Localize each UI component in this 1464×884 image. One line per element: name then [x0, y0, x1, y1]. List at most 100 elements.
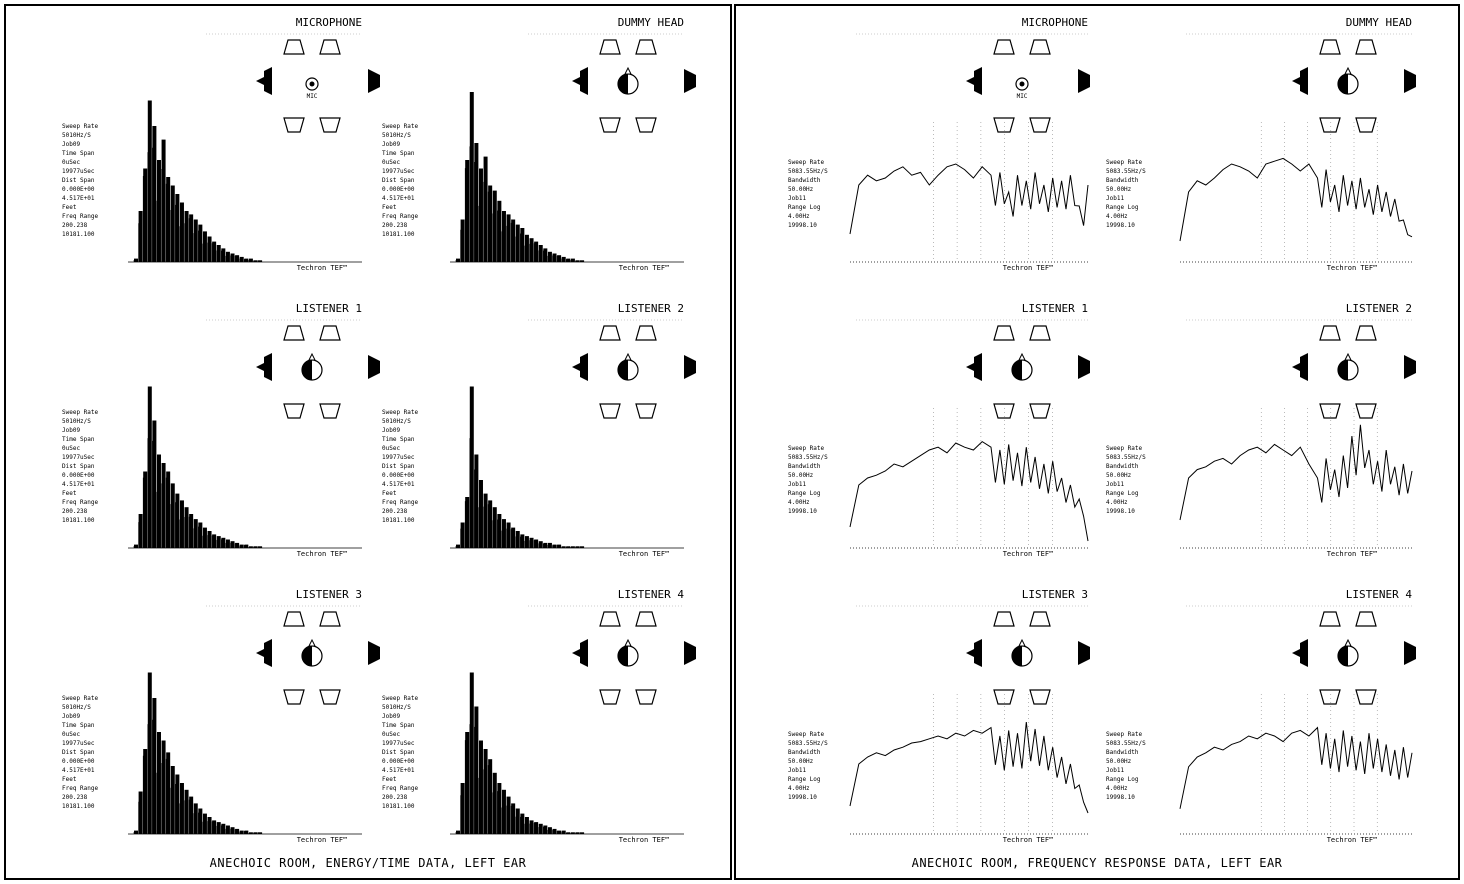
- speaker-right-icon: [684, 355, 696, 379]
- side-label: 10181.100: [62, 517, 95, 524]
- etc-bar: [221, 248, 226, 262]
- etc-bar: [179, 202, 184, 262]
- side-label: Feet: [62, 204, 77, 211]
- side-label: Time Span: [382, 722, 415, 729]
- speaker-right-icon: [1078, 641, 1090, 665]
- side-label: Feet: [382, 490, 397, 497]
- etc-bar: [501, 211, 506, 262]
- speaker-bottom-left-icon: [993, 689, 1015, 705]
- microphone-icon: [305, 77, 319, 91]
- listener-ear-icon: [1338, 74, 1348, 94]
- listener-nose-icon: [1018, 638, 1026, 647]
- speaker-top-right-icon: [1355, 39, 1377, 55]
- etc-bar: [534, 822, 539, 834]
- speaker-bottom-right-icon: [1355, 403, 1377, 419]
- fr-series-line: [1179, 726, 1413, 809]
- listener-ear-icon: [1338, 360, 1348, 380]
- etc-bar: [221, 537, 226, 548]
- etc-bar: [258, 260, 263, 262]
- etc-bar: [235, 542, 240, 548]
- position-title: LISTENER 4: [1346, 588, 1413, 601]
- position-title: LISTENER 2: [1346, 302, 1412, 315]
- side-label: 4.517E+01: [382, 767, 415, 774]
- speaker-top-right-icon: [635, 325, 657, 341]
- etc-bar: [138, 514, 143, 548]
- etc-bar: [474, 706, 479, 834]
- etc-bar: [212, 241, 217, 262]
- etc-bar: [198, 808, 203, 834]
- side-label: 4.00Hz: [1106, 213, 1128, 220]
- side-label: Time Span: [382, 436, 415, 443]
- listener-ear-icon: [1338, 646, 1348, 666]
- etc-bar: [456, 830, 460, 834]
- side-label: 10181.100: [62, 231, 95, 238]
- etc-bar: [193, 803, 198, 834]
- side-label: 5083.55Hz/S: [788, 454, 828, 461]
- side-label: Dist Span: [62, 749, 95, 756]
- etc-bar: [253, 832, 258, 834]
- fr-cell: LISTENER 3 Sweep Rate 5083.55Hz/S Bandwidth…: [788, 588, 1090, 844]
- speaker-left-icon: [572, 67, 588, 95]
- speaker-bottom-right-icon: [635, 403, 657, 419]
- etc-cell: MICROPHONE MIC Sweep Rate 5010Hz/S Job09 Time…: [62, 16, 380, 272]
- etc-bar: [469, 386, 474, 548]
- etc-bar: [538, 823, 543, 834]
- side-label: 19977uSec: [62, 740, 95, 747]
- etc-bar: [189, 796, 194, 834]
- etc-bar: [506, 796, 511, 834]
- etc-bar: [580, 832, 585, 834]
- side-label: 10181.100: [382, 517, 415, 524]
- listener-nose-icon: [1344, 638, 1352, 647]
- etc-bar: [501, 519, 506, 548]
- side-label: 10181.100: [382, 231, 415, 238]
- etc-bar: [520, 228, 525, 262]
- etc-bar: [534, 539, 539, 548]
- etc-bar: [488, 185, 493, 262]
- speaker-top-right-icon: [1029, 39, 1051, 55]
- etc-bar: [207, 531, 212, 548]
- etc-bar: [156, 160, 161, 262]
- etc-bar: [184, 507, 189, 548]
- etc-bar: [515, 224, 520, 262]
- etc-bar: [511, 527, 516, 548]
- side-label: 0uSec: [62, 445, 80, 452]
- etc-bar: [166, 177, 171, 262]
- etc-bar: [543, 248, 548, 262]
- speaker-bottom-left-icon: [1319, 403, 1341, 419]
- etc-bar: [202, 231, 207, 262]
- etc-bar: [566, 546, 571, 548]
- etc-bar: [166, 752, 171, 834]
- side-label: Job11: [1106, 195, 1124, 202]
- side-label: Sweep Rate: [1106, 159, 1143, 166]
- side-label: 0uSec: [382, 445, 400, 452]
- speaker-top-right-icon: [1029, 325, 1051, 341]
- side-label: Bandwidth: [788, 177, 821, 184]
- side-label: 5010Hz/S: [62, 418, 91, 425]
- speaker-bottom-left-icon: [1319, 117, 1341, 133]
- etc-bar: [506, 522, 511, 548]
- brand-label: Techron TEF™: [619, 550, 670, 558]
- position-title: LISTENER 3: [296, 588, 362, 601]
- speaker-top-left-icon: [599, 611, 621, 627]
- etc-bar: [189, 514, 194, 548]
- etc-bar: [230, 541, 235, 548]
- side-label: 5010Hz/S: [382, 418, 411, 425]
- speaker-bottom-right-icon: [1355, 689, 1377, 705]
- brand-label: Techron TEF™: [1003, 264, 1054, 272]
- etc-bar: [515, 808, 520, 834]
- side-label: 0.000E+00: [382, 186, 415, 193]
- side-label: 0uSec: [382, 159, 400, 166]
- speaker-bottom-left-icon: [599, 403, 621, 419]
- etc-bar: [580, 546, 585, 548]
- speaker-bottom-left-icon: [599, 117, 621, 133]
- etc-bar: [184, 211, 189, 262]
- position-title: MICROPHONE: [296, 16, 362, 29]
- side-label: 19998.10: [788, 794, 817, 801]
- etc-bar: [258, 832, 263, 834]
- speaker-left-icon: [966, 639, 982, 667]
- etc-bar: [469, 92, 474, 262]
- etc-bar: [253, 546, 258, 548]
- etc-bar: [193, 219, 198, 262]
- side-label: Feet: [62, 776, 77, 783]
- etc-cell: DUMMY HEAD Sweep Rate 5010Hz/S Job09 Time Sp…: [382, 16, 696, 272]
